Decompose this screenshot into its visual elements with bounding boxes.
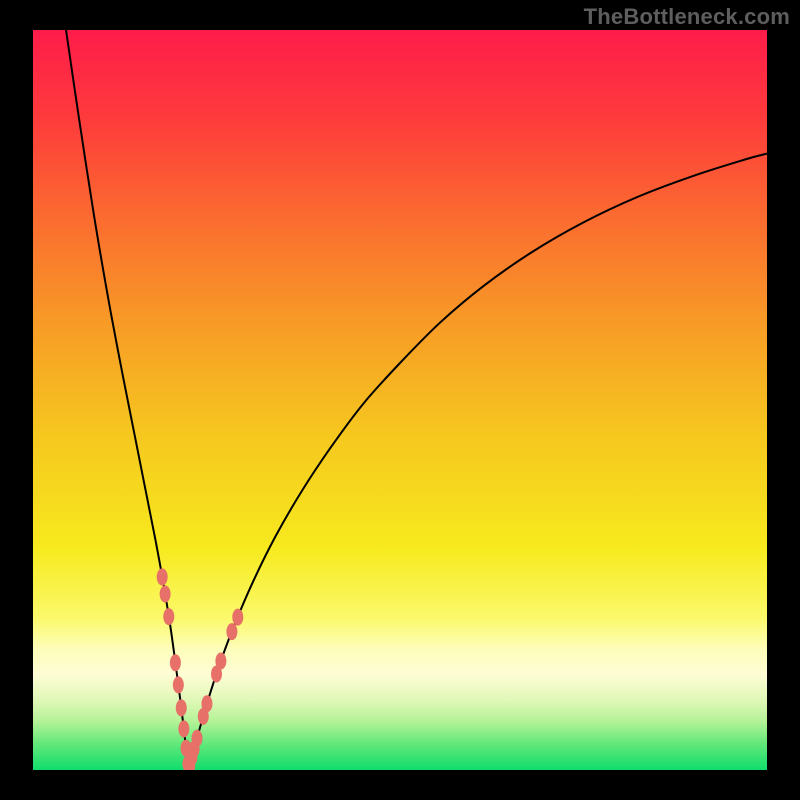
curve-marker xyxy=(173,676,184,693)
curve-marker xyxy=(215,653,226,670)
curve-marker xyxy=(226,623,237,640)
curve-marker xyxy=(170,654,181,671)
source-watermark: TheBottleneck.com xyxy=(584,4,790,30)
curve-marker xyxy=(163,608,174,625)
curve-marker xyxy=(232,609,243,626)
curve-marker xyxy=(192,730,203,747)
gradient-background xyxy=(33,30,767,770)
curve-marker xyxy=(201,695,212,712)
curve-marker xyxy=(157,568,168,585)
curve-marker xyxy=(178,720,189,737)
chart-stage: TheBottleneck.com xyxy=(0,0,800,800)
curve-marker xyxy=(176,699,187,716)
curve-marker xyxy=(160,586,171,603)
bottleneck-curve-plot xyxy=(0,0,800,800)
